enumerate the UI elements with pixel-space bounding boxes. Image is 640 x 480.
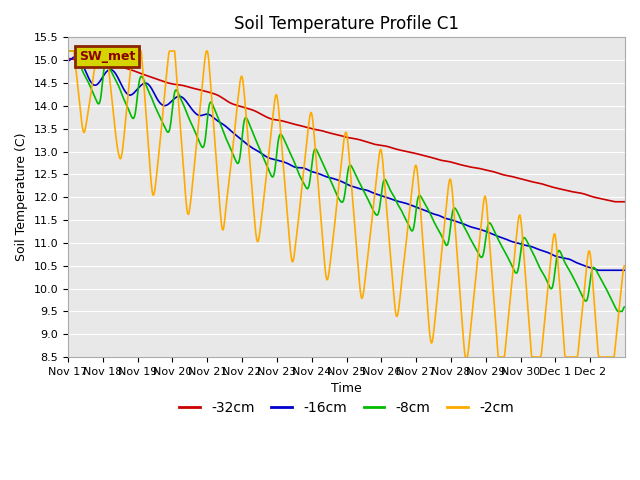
Title: Soil Temperature Profile C1: Soil Temperature Profile C1 — [234, 15, 459, 33]
Legend: -32cm, -16cm, -8cm, -2cm: -32cm, -16cm, -8cm, -2cm — [173, 396, 520, 420]
Text: SW_met: SW_met — [79, 50, 136, 63]
Y-axis label: Soil Temperature (C): Soil Temperature (C) — [15, 133, 28, 262]
X-axis label: Time: Time — [331, 382, 362, 396]
